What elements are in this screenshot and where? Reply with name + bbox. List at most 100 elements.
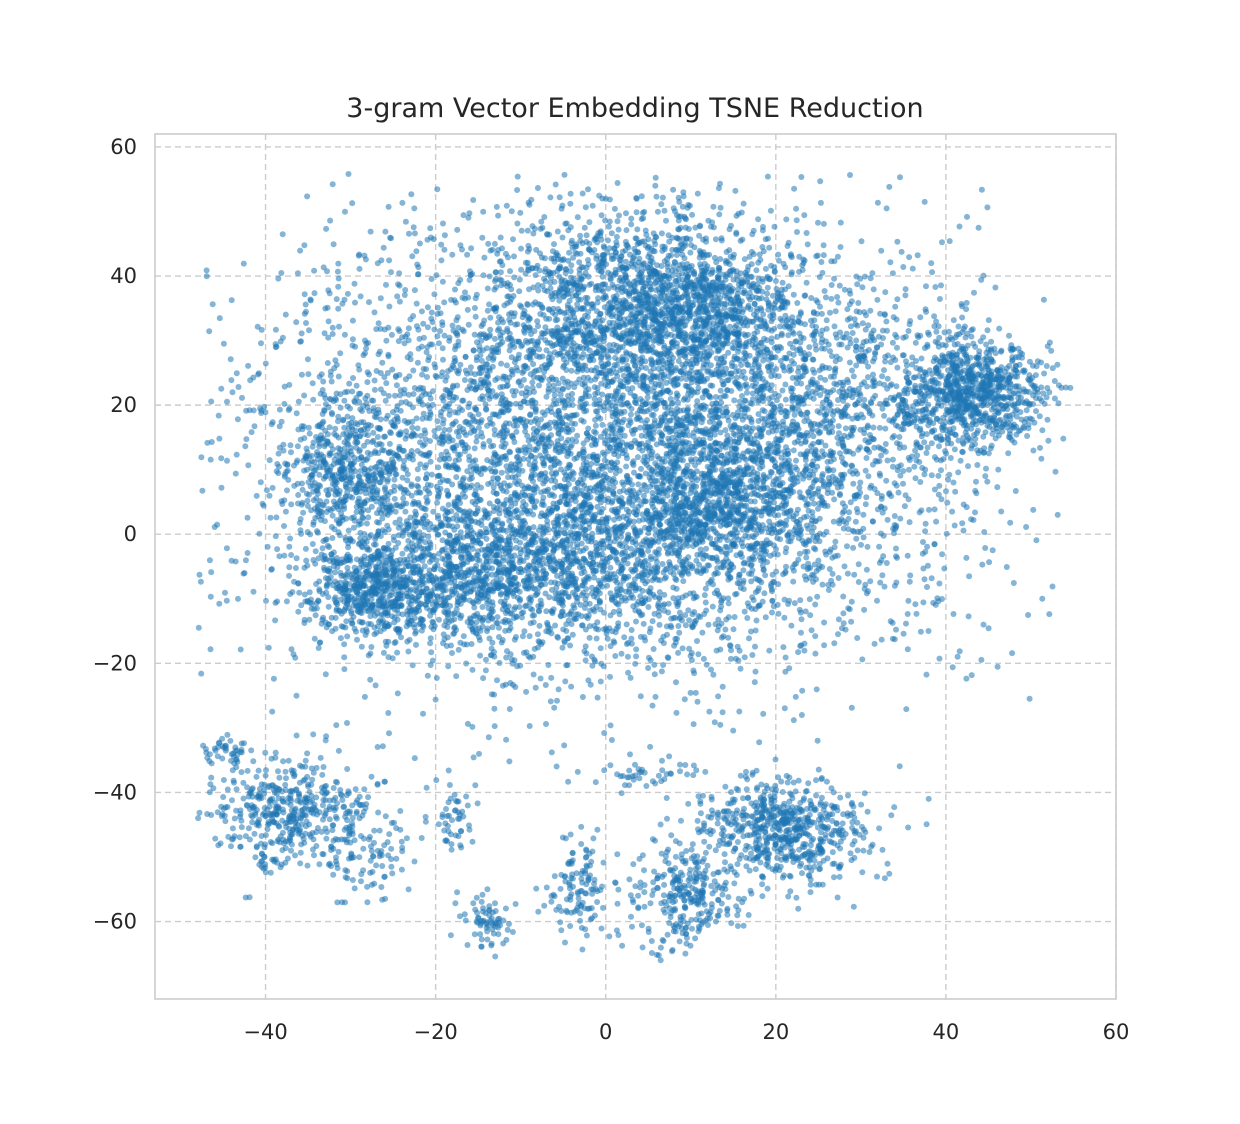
data-point [799,687,806,694]
data-point [502,250,509,257]
data-point [670,186,677,193]
data-point [335,275,342,282]
data-point [393,382,400,389]
data-point [539,409,546,416]
data-point [607,722,614,729]
data-point [491,705,498,712]
data-point [812,601,819,608]
data-point [900,468,907,474]
data-point [585,425,592,432]
data-point [508,208,515,215]
data-point [511,274,518,281]
data-point [614,373,621,380]
data-point [218,385,225,392]
data-point [542,444,549,451]
data-point [730,727,737,734]
data-point [548,477,555,484]
data-point [349,317,356,324]
data-point [284,487,290,494]
data-point [435,340,442,347]
data-point [548,674,555,681]
data-point [447,366,454,373]
data-point [536,425,543,432]
data-point [569,436,576,443]
data-point [215,412,222,419]
data-point [789,404,796,411]
data-point [574,768,581,775]
data-point [270,675,277,682]
data-point [1030,506,1037,513]
data-point [983,465,989,472]
data-point [949,664,956,671]
data-point [906,578,913,585]
data-point [869,270,876,277]
data-point [1051,395,1058,402]
data-point [435,464,442,471]
data-point [530,478,536,485]
data-point [545,662,552,668]
data-point [462,289,468,296]
data-point [752,643,758,650]
data-point [681,696,688,703]
data-point [274,598,281,605]
data-point [585,186,591,193]
data-point [628,635,635,642]
data-point [979,561,986,568]
data-point [835,616,842,623]
data-point [490,489,497,496]
data-point [460,633,467,640]
data-point [599,273,606,280]
data-point [527,419,534,426]
data-point [530,671,537,678]
data-point [411,518,418,525]
data-point [322,305,329,312]
data-point [733,212,740,219]
data-point [375,320,382,327]
data-point [274,546,281,553]
data-point [498,391,505,398]
data-point [815,505,821,512]
data-point [755,216,762,223]
data-point [464,468,471,475]
data-point [364,379,371,386]
data-point [877,579,884,586]
data-point [513,400,519,407]
data-point [532,272,539,279]
data-point [567,444,574,451]
data-point [440,356,446,363]
data-point [649,489,656,496]
data-point [815,766,822,773]
data-point [430,236,437,243]
data-point [336,323,342,330]
data-point [971,289,977,296]
data-point [424,304,431,311]
data-point [208,439,215,445]
data-point [410,313,417,319]
data-point [457,451,464,458]
data-point [470,197,477,203]
data-point [452,286,458,293]
data-point [279,501,286,507]
data-point [889,635,896,642]
data-point [383,337,390,344]
data-point [534,631,541,638]
data-point [465,421,472,428]
data-point [782,396,789,403]
data-point [486,301,493,308]
data-point [542,454,549,461]
data-point [281,400,288,407]
data-point [269,484,276,491]
data-point [362,350,368,357]
data-point [585,374,591,381]
data-point [497,384,504,391]
data-point [690,721,697,728]
data-point [752,627,759,634]
data-point [449,650,455,656]
data-point [607,643,614,650]
data-point [956,648,963,655]
data-point [386,303,393,310]
data-point [652,693,659,700]
data-point [619,426,625,433]
data-point [837,219,844,226]
